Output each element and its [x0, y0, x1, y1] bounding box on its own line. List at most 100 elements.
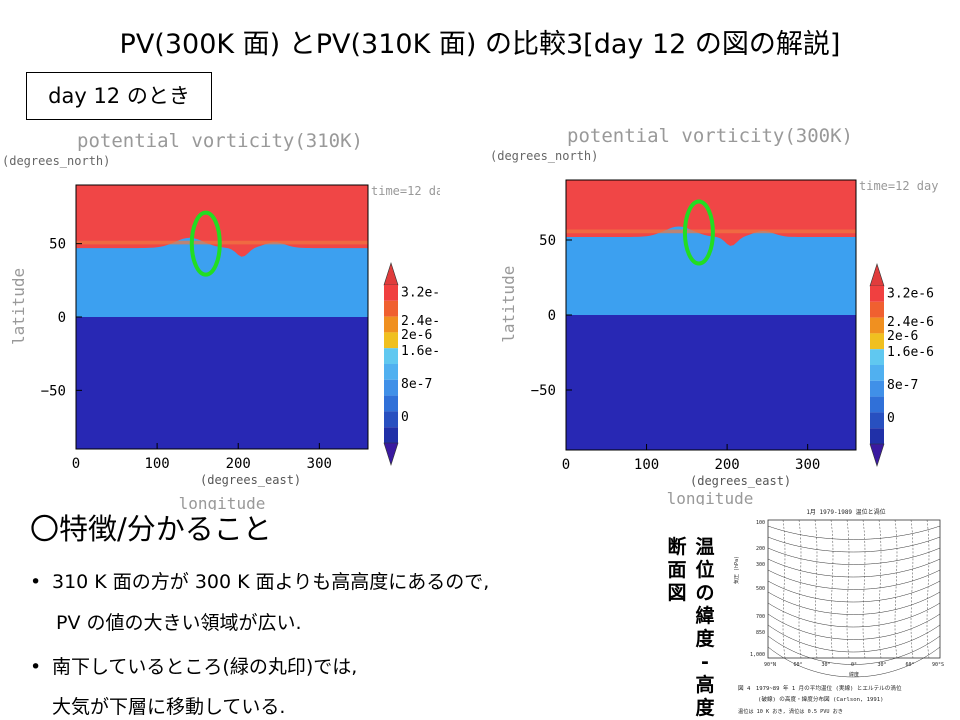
pv310-colorbar-segment — [384, 379, 398, 396]
pv300-colorbar-label: 3.2e-6 — [887, 286, 934, 301]
ref-x-ticks: 90°N 60° 30° 0° 30° 60° 90°S — [764, 662, 944, 668]
pv310-title: potential vorticity(310K) — [77, 130, 363, 152]
pv310-time-label: time=12 day — [371, 184, 440, 198]
ref-solid-contour — [767, 635, 941, 665]
pv300-colorbar-segment — [870, 365, 884, 381]
ref-y-tick-label: 1,000 — [750, 652, 765, 658]
pv310-frame — [75, 184, 369, 450]
pv310-colorbar-segment — [384, 395, 398, 412]
bullet-1-continuation: PV の値の大きい領域が広い. — [56, 612, 302, 634]
pv300-time-label: time=12 day — [859, 179, 938, 193]
pv310-x-label: longitude — [179, 494, 266, 510]
ref-solid-contour — [767, 569, 941, 590]
ref-solid-contour — [767, 580, 941, 603]
pv310-colorbar-segment — [384, 332, 398, 349]
ref-y-tick-label: 100 — [756, 520, 765, 526]
ref-solid-contour — [767, 624, 941, 653]
ref-y-tick-label: 700 — [756, 614, 765, 620]
pv310-green-marker-ellipse — [189, 210, 222, 277]
ref-dashed-contour — [846, 519, 850, 659]
ref-dashed-contour — [878, 519, 882, 659]
ref-solid-contour — [767, 558, 941, 578]
pv310-x-tick-label: 300 — [307, 456, 332, 472]
pv300-y-tick-label: 0 — [548, 308, 556, 324]
ref-caption-2: (破線) の高度・緯度分布図 (Carlson, 1991) — [758, 695, 884, 703]
pv310-colorbar-label: 8e-7 — [401, 377, 432, 392]
ref-dashed-contour — [782, 519, 786, 659]
pv310-x-tick-label: 100 — [144, 456, 169, 472]
pv310-y-tick-label: −50 — [41, 383, 66, 399]
pv310-colorbar-top-arrow — [383, 262, 399, 286]
ref-solid-contour — [767, 646, 941, 678]
pv300-frame — [565, 179, 857, 451]
pv310-x-tick-label: 0 — [72, 456, 80, 472]
bullet-dot-icon: • — [30, 656, 42, 678]
ref-dashed-contour — [798, 519, 802, 659]
ref-dashed-contour — [926, 519, 930, 659]
ref-dashed-contour — [894, 519, 898, 659]
pv310-colorbar-segment — [384, 364, 398, 380]
pv310-orange-band — [76, 240, 368, 245]
ref-y-tick-label: 200 — [756, 546, 765, 552]
ref-x-tick-label: 90°N — [764, 662, 776, 668]
pv300-x-tick-label: 200 — [714, 457, 739, 473]
pv310-colorbar-bottom-arrow — [383, 442, 399, 466]
slide-title: PV(300K 面) とPV(310K 面) の比較3[day 12 の図の解説… — [119, 29, 841, 60]
ref-caption-1: 図 4 1979~89 年 1 月の平均温位 (実線) とエルテルの渦位 — [738, 684, 902, 692]
ref-solid-contour — [767, 525, 941, 540]
pv300-colorbar-segment — [870, 428, 884, 444]
ref-caption-3: 温位は 10 K おき, 渦位は 0.5 PVU おき — [738, 707, 843, 715]
reference-cross-section-figure: 1月 1979-1989 温位と渦位 気圧 (hPa) 100 200 300 500… — [728, 504, 960, 720]
pv300-colorbar-segment — [870, 286, 884, 302]
pv310-y-tick-label: 0 — [58, 310, 66, 326]
bullet-1: • 310 K 面の方が 300 K 面よりも高高度にあるので, — [30, 567, 489, 594]
pv300-colorbar-segment — [870, 396, 884, 413]
pv300-colorbar-segment — [870, 317, 884, 334]
features-heading: 〇特徴/分かること — [30, 512, 272, 546]
ref-plot-frame — [767, 519, 941, 659]
ref-solid-contour — [767, 591, 941, 615]
pv300-colorbar-label: 8e-7 — [887, 378, 918, 393]
pv300-colorbar-segment — [870, 301, 884, 318]
pv300-colorbar-segment — [870, 412, 884, 429]
pv310-y-units: (degrees_north) — [2, 154, 110, 168]
side-label-col1: 温位の緯度-高度 — [695, 536, 715, 719]
ref-x-tick-label: 30° — [821, 662, 830, 668]
bullet-1-text: 310 K 面の方が 300 K 面よりも高高度にあるので, — [52, 571, 490, 593]
pv310-x-tick-label: 200 — [226, 456, 251, 472]
pv310-colorbar-segment — [384, 285, 398, 301]
ref-x-label: 緯度 — [849, 671, 859, 678]
pv300-x-label: longitude — [667, 489, 754, 505]
ref-solid-contour — [767, 613, 941, 640]
pv310-y-tick-label: 50 — [49, 237, 66, 253]
ref-contours — [767, 519, 941, 678]
ref-solid-contour — [767, 547, 941, 565]
side-label-col2: 断面図 — [667, 536, 687, 604]
pv300-colorbar-bottom-arrow — [869, 443, 885, 467]
pv300-y-tick-label: −50 — [531, 383, 556, 399]
day-label-box: day 12 のとき — [26, 72, 212, 120]
ref-y-axis-label: 気圧 (hPa) — [733, 556, 740, 584]
ref-header: 1月 1979-1989 温位と渦位 — [806, 508, 885, 516]
pv300-y-tick-label: 50 — [539, 233, 556, 249]
pv310-colorbar-label: 3.2e-6 — [401, 285, 440, 300]
pv310-colorbar-segment — [384, 427, 398, 443]
pv300-colorbar-label: 1.6e-6 — [887, 345, 934, 360]
pv300-colorbar-segment — [870, 333, 884, 350]
ref-dashed-contour — [830, 519, 834, 659]
pv300-colorbar-label: 0 — [887, 411, 895, 426]
pv310-colorbar-segment — [384, 348, 398, 364]
pv310-colorbar-label: 1.6e-6 — [401, 344, 440, 359]
pv310-colorbar-segment — [384, 300, 398, 317]
pv300-title: potential vorticity(300K) — [567, 125, 853, 147]
ref-y-tick-label: 500 — [756, 586, 765, 592]
bullet-2-continuation: 大気が下層に移動している. — [52, 696, 286, 718]
ref-x-tick-label: 60° — [793, 662, 802, 668]
pv310-colorbar-label: 2e-6 — [401, 328, 432, 343]
ref-x-tick-label: 0° — [851, 662, 857, 668]
pv310-y-label: latitude — [9, 268, 28, 345]
pv310-x-units: (degrees_east) — [200, 473, 301, 487]
ref-x-tick-label: 90°S — [932, 662, 944, 668]
pv300-colorbar-top-arrow — [869, 263, 885, 287]
ref-x-tick-label: 30° — [877, 662, 886, 668]
